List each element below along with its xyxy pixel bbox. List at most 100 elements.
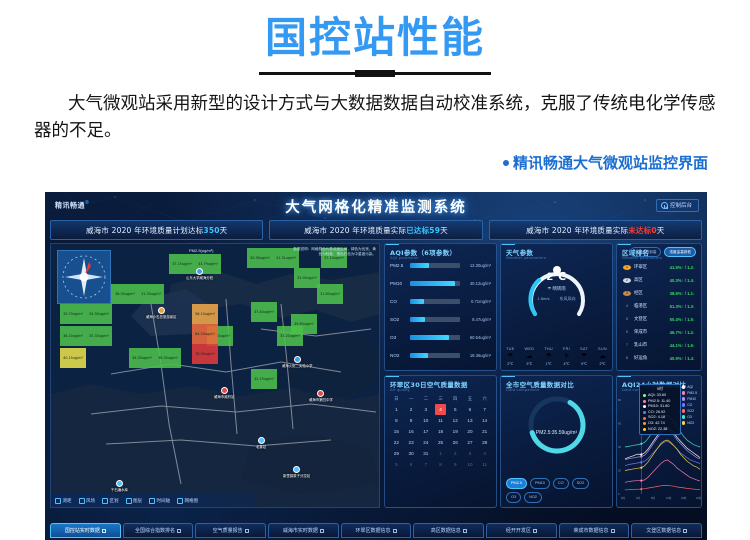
login-button[interactable]: 控制后台 xyxy=(655,199,699,212)
calendar-day[interactable]: 19 xyxy=(448,426,463,437)
map-grid-cell[interactable]: 38.30ug/m³ xyxy=(112,284,138,304)
bottom-tab[interactable]: 文登区数据信息 xyxy=(631,523,703,538)
map-grid-cell[interactable]: 56.10ug/m³ xyxy=(192,304,218,324)
map-tool-layers[interactable]: 图层 xyxy=(125,497,142,504)
calendar-day[interactable]: 14 xyxy=(477,415,492,426)
calendar-day[interactable]: 24 xyxy=(418,437,433,448)
bottom-tab[interactable]: 经开开发区 xyxy=(486,523,557,538)
calendar-day[interactable]: 27 xyxy=(463,437,478,448)
calendar-day[interactable]: 21 xyxy=(477,426,492,437)
comparison-chip[interactable]: NO2 xyxy=(524,492,542,503)
region-row[interactable]: 8 好运角 40.9%↑ / 1.4↓ xyxy=(617,355,701,361)
calendar-day[interactable]: 28 xyxy=(477,437,492,448)
map-grid-cell[interactable]: 64.20ug/m³ xyxy=(192,324,218,344)
calendar-day[interactable]: 5 xyxy=(448,404,463,415)
map-grid-cell[interactable]: 32.15ug/m³ xyxy=(251,369,277,389)
calendar-day[interactable]: 29 xyxy=(389,448,404,459)
kpi-achieved[interactable]: 威海市 2020 年环境质量实际 已达标 59 天 xyxy=(269,220,483,240)
map-tool-wind[interactable]: 风场 xyxy=(78,497,95,504)
trend-legend-item[interactable]: AQI xyxy=(681,385,693,389)
calendar-day[interactable]: 8 xyxy=(433,459,448,470)
calendar-day[interactable]: 11 xyxy=(433,415,448,426)
bottom-tab-bar[interactable]: 国控站实时数据 全国综合指数排名 空气质量报告 威海市实时数据 环翠区数据信息 高区数据信… xyxy=(50,523,703,538)
comparison-chip[interactable]: PM10 xyxy=(529,478,550,489)
calendar-day[interactable]: 6 xyxy=(404,459,419,470)
map-grid-cell[interactable]: 40.15ug/m³ xyxy=(60,348,86,368)
calendar-day[interactable]: 11 xyxy=(477,459,492,470)
map-poi-marker[interactable]: 威海市政府站 xyxy=(214,387,234,399)
calendar-day[interactable]: 7 xyxy=(477,404,492,415)
calendar-day[interactable]: 20 xyxy=(463,426,478,437)
map-grid-cell[interactable]: 34.35ug/m³ xyxy=(129,348,155,368)
kpi-planned[interactable]: 威海市 2020 年环境质量计划达标 350 天 xyxy=(50,220,264,240)
trend-legend-item[interactable]: NO2 xyxy=(681,421,694,425)
calendar-day[interactable]: 1 xyxy=(433,448,448,459)
region-sort-tab[interactable]: 浓度由低到高 xyxy=(629,247,662,257)
calendar-day[interactable]: 31 xyxy=(418,448,433,459)
map-grid-cell[interactable]: 31.80ug/m³ xyxy=(317,284,343,304)
map-grid-cell[interactable]: 36.35ug/m³ xyxy=(155,348,181,368)
region-row[interactable]: 3 经区 38.6%↑ / 1.1↓ xyxy=(617,290,701,296)
map-grid-cell[interactable]: 35.30ug/m³ xyxy=(86,326,112,346)
calendar-day[interactable]: 22 xyxy=(389,437,404,448)
bottom-tab[interactable]: 高区数据信息 xyxy=(413,523,485,538)
bottom-tab[interactable]: 国控站实时数据 xyxy=(50,523,121,538)
region-row[interactable]: 1 环翠区 41.5%↑ / 1.2↓ xyxy=(617,264,701,270)
calendar-day[interactable]: 7 xyxy=(418,459,433,470)
map-toolbar[interactable]: 测距 风场 区划 图层 时间轴 网格图 xyxy=(51,494,256,507)
calendar-day[interactable]: 4 xyxy=(477,448,492,459)
map-grid-cell[interactable]: 33.70ug/m³ xyxy=(60,304,86,324)
map-grid-cell[interactable]: 39.80ug/m³ xyxy=(291,314,317,334)
map-grid-cell[interactable]: 37.15ug/m³ xyxy=(169,254,195,274)
bottom-tab[interactable]: 全国综合指数排名 xyxy=(122,523,194,538)
map-poi-marker[interactable]: 威海小石岛旅游景区 xyxy=(146,307,177,319)
calendar-day[interactable]: 2 xyxy=(404,404,419,415)
calendar-day[interactable]: 26 xyxy=(448,437,463,448)
map-grid-cell[interactable]: 31.31ug/m³ xyxy=(273,248,299,268)
bottom-tab[interactable]: 环翠区数据信息 xyxy=(340,523,412,538)
calendar-day[interactable]: 10 xyxy=(418,415,433,426)
calendar-day[interactable]: 16 xyxy=(404,426,419,437)
trend-legend-item[interactable]: CO xyxy=(681,403,692,407)
calendar-day[interactable]: 3 xyxy=(418,404,433,415)
bottom-tab[interactable]: 威海市实时数据 xyxy=(268,523,339,538)
map-grid-cell[interactable]: 38.20ug/m³ xyxy=(60,326,86,346)
map-poi-marker[interactable]: 千石塘水库 xyxy=(111,480,128,492)
calendar-day[interactable]: 2 xyxy=(448,448,463,459)
map-tool-ruler[interactable]: 测距 xyxy=(55,497,72,504)
calendar-day[interactable]: 25 xyxy=(433,437,448,448)
comparison-chip[interactable]: CO xyxy=(552,478,569,489)
trend-legend-item[interactable]: PM2.5 xyxy=(681,391,697,395)
map-poi-marker[interactable]: 威海市第四中学 xyxy=(309,390,333,402)
map-poi-marker[interactable]: 山东大学威海分校 xyxy=(186,268,213,280)
region-row[interactable]: 6 荣成市 46.7%↑ / 1.2↓ xyxy=(617,329,701,335)
calendar-grid[interactable]: 日一二三四五六 1 2 3 4 5 6 7 8 9 10 11 12 13 14 15 16 17 18 19 20 21… xyxy=(389,393,492,470)
calendar-day[interactable]: 1 xyxy=(389,404,404,415)
monitoring-map[interactable]: 37.15ug/m³ 33.79ug/m³ 30.38ug/m³ 31.31ug/m³… xyxy=(50,243,380,508)
region-row[interactable]: 7 乳山市 44.1%↑ / 1.6↓ xyxy=(617,342,701,348)
calendar-day[interactable]: 10 xyxy=(463,459,478,470)
calendar-day[interactable]: 9 xyxy=(448,459,463,470)
calendar-day[interactable]: 15 xyxy=(389,426,404,437)
map-poi-marker[interactable]: 威海火炬二实验小学 xyxy=(282,356,313,368)
region-sort-tab[interactable]: 浓度由高到低 xyxy=(664,247,696,257)
map-grid-cell[interactable]: 33.90ug/m³ xyxy=(294,268,320,288)
map-tool-grid[interactable]: 区划 xyxy=(102,497,119,504)
calendar-day[interactable]: 13 xyxy=(463,415,478,426)
comparison-chip[interactable]: SO2 xyxy=(571,478,590,489)
calendar-day[interactable]: 30 xyxy=(404,448,419,459)
trend-legend-item[interactable]: O3 xyxy=(681,415,692,419)
calendar-day[interactable]: 3 xyxy=(463,448,478,459)
calendar-day[interactable]: 4 xyxy=(433,404,448,415)
kpi-failed[interactable]: 威海市 2020 年环境质量实际 未达标 0 天 xyxy=(488,220,702,240)
map-grid-cell[interactable]: 37.10ug/m³ xyxy=(321,248,347,268)
map-poi-marker[interactable]: 新里镇原子分控站 xyxy=(283,466,310,478)
map-grid-cell[interactable]: 35.35ug/m³ xyxy=(86,304,112,324)
map-tool-table[interactable]: 网格图 xyxy=(177,497,198,504)
map-grid-cell[interactable]: 37.40ug/m³ xyxy=(251,302,277,322)
calendar-day[interactable]: 8 xyxy=(389,415,404,426)
map-grid-cell[interactable]: 30.38ug/m³ xyxy=(247,248,273,268)
map-tool-clock[interactable]: 时间轴 xyxy=(149,497,170,504)
calendar-day[interactable]: 17 xyxy=(418,426,433,437)
region-sort-tabs[interactable]: 浓度由低到高 浓度由高到低 xyxy=(629,247,696,257)
